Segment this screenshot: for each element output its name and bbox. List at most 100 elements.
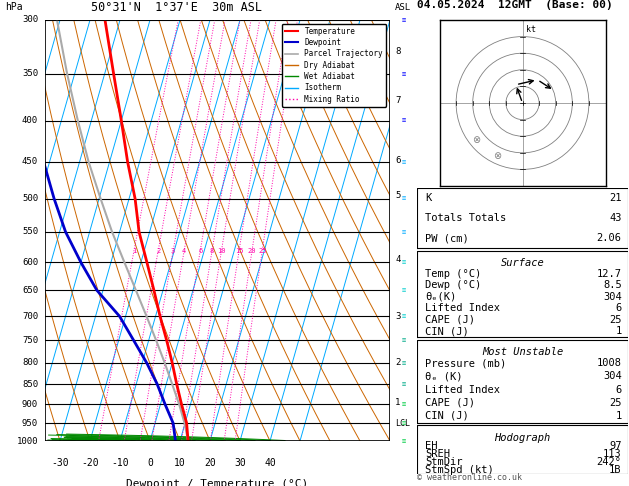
Text: 25: 25 (609, 314, 621, 325)
Text: 21: 21 (609, 193, 621, 203)
Text: Hodograph: Hodograph (494, 433, 550, 443)
Text: ≡: ≡ (402, 337, 406, 344)
Text: 5: 5 (395, 191, 401, 200)
Text: ≡: ≡ (402, 17, 406, 23)
Text: CAPE (J): CAPE (J) (425, 314, 476, 325)
Text: ⊗: ⊗ (494, 151, 502, 161)
Text: ≡: ≡ (402, 196, 406, 202)
Text: ≡: ≡ (402, 401, 406, 407)
Text: 800: 800 (22, 359, 38, 367)
Text: hPa: hPa (5, 2, 23, 12)
Text: 25: 25 (609, 398, 621, 408)
Text: 43: 43 (609, 213, 621, 223)
Text: Most Unstable: Most Unstable (482, 347, 563, 357)
Text: 350: 350 (22, 69, 38, 78)
Text: 20: 20 (248, 247, 256, 254)
Text: 1: 1 (615, 326, 621, 336)
Text: 3: 3 (171, 247, 175, 254)
Text: Surface: Surface (501, 258, 544, 268)
Text: 4: 4 (182, 247, 186, 254)
Text: Dewp (°C): Dewp (°C) (425, 280, 482, 290)
Text: 4: 4 (395, 255, 401, 264)
Text: 0: 0 (147, 458, 153, 468)
Text: ≡: ≡ (402, 381, 406, 387)
Text: K: K (425, 193, 431, 203)
Text: 450: 450 (22, 157, 38, 166)
Text: 20: 20 (204, 458, 216, 468)
Text: Lifted Index: Lifted Index (425, 384, 501, 395)
Text: km
ASL: km ASL (395, 0, 411, 12)
Text: 1008: 1008 (597, 358, 621, 368)
Text: Totals Totals: Totals Totals (425, 213, 507, 223)
Text: 113: 113 (603, 450, 621, 459)
Text: SREH: SREH (425, 450, 450, 459)
Text: © weatheronline.co.uk: © weatheronline.co.uk (417, 473, 522, 482)
Text: 25: 25 (258, 247, 267, 254)
Text: 304: 304 (603, 292, 621, 302)
Text: 97: 97 (609, 441, 621, 451)
Text: 304: 304 (603, 371, 621, 382)
Text: 300: 300 (22, 16, 38, 24)
Text: EH: EH (425, 441, 438, 451)
Text: 600: 600 (22, 258, 38, 267)
Text: 10: 10 (174, 458, 186, 468)
Text: 50°31'N  1°37'E  30m ASL: 50°31'N 1°37'E 30m ASL (91, 0, 262, 14)
Text: 1: 1 (615, 411, 621, 421)
Text: 6: 6 (615, 303, 621, 313)
Text: θₑ (K): θₑ (K) (425, 371, 463, 382)
Text: kt: kt (526, 25, 536, 34)
Text: 950: 950 (22, 418, 38, 428)
Text: Mixing Ratio (g/kg): Mixing Ratio (g/kg) (430, 230, 439, 332)
Text: StmSpd (kt): StmSpd (kt) (425, 465, 494, 475)
Text: ≡: ≡ (402, 438, 406, 444)
Text: 6: 6 (198, 247, 203, 254)
Text: ≡: ≡ (402, 260, 406, 265)
Text: -30: -30 (51, 458, 69, 468)
Text: 15: 15 (235, 247, 243, 254)
Text: 650: 650 (22, 286, 38, 295)
Legend: Temperature, Dewpoint, Parcel Trajectory, Dry Adiabat, Wet Adiabat, Isotherm, Mi: Temperature, Dewpoint, Parcel Trajectory… (282, 24, 386, 107)
Text: 1B: 1B (609, 465, 621, 475)
Text: 1000: 1000 (16, 436, 38, 446)
Text: 6: 6 (615, 384, 621, 395)
Text: 04.05.2024  12GMT  (Base: 00): 04.05.2024 12GMT (Base: 00) (417, 0, 613, 10)
Text: 8: 8 (210, 247, 214, 254)
Text: θₑ(K): θₑ(K) (425, 292, 457, 302)
Text: 750: 750 (22, 336, 38, 345)
Text: 3: 3 (395, 312, 401, 321)
Text: Temp (°C): Temp (°C) (425, 269, 482, 279)
Text: 2: 2 (395, 359, 401, 367)
Text: 1: 1 (395, 398, 401, 407)
Text: ≡: ≡ (402, 229, 406, 235)
Text: StmDir: StmDir (425, 457, 463, 467)
Text: CAPE (J): CAPE (J) (425, 398, 476, 408)
Text: ⊗: ⊗ (472, 135, 480, 144)
Text: 2: 2 (156, 247, 160, 254)
Text: ≡: ≡ (402, 420, 406, 426)
Text: Dewpoint / Temperature (°C): Dewpoint / Temperature (°C) (126, 479, 309, 486)
Text: LCL: LCL (395, 418, 410, 428)
Text: 10: 10 (217, 247, 226, 254)
Text: 30: 30 (234, 458, 246, 468)
Text: 850: 850 (22, 380, 38, 389)
Text: 900: 900 (22, 399, 38, 409)
Text: 500: 500 (22, 194, 38, 203)
Text: 40: 40 (264, 458, 276, 468)
Text: 550: 550 (22, 227, 38, 237)
Text: ≡: ≡ (402, 118, 406, 123)
Text: 242°: 242° (597, 457, 621, 467)
Text: 8.5: 8.5 (603, 280, 621, 290)
Text: -10: -10 (111, 458, 129, 468)
Text: 8: 8 (395, 47, 401, 56)
Text: ≡: ≡ (402, 71, 406, 77)
Text: Pressure (mb): Pressure (mb) (425, 358, 507, 368)
Text: 6: 6 (395, 156, 401, 165)
Text: ≡: ≡ (402, 159, 406, 165)
Text: Lifted Index: Lifted Index (425, 303, 501, 313)
Text: 7: 7 (395, 96, 401, 105)
Text: ≡: ≡ (402, 287, 406, 294)
Text: 400: 400 (22, 116, 38, 125)
Text: PW (cm): PW (cm) (425, 233, 469, 243)
Text: -20: -20 (81, 458, 99, 468)
Text: CIN (J): CIN (J) (425, 411, 469, 421)
